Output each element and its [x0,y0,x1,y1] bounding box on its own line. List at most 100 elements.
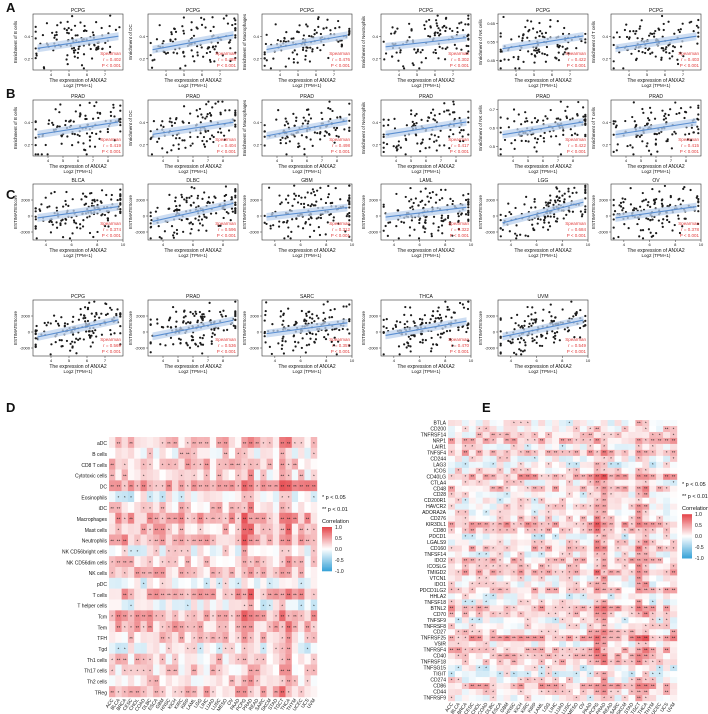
significance-mark: * [269,527,271,532]
data-point [201,197,204,200]
y-tick-label: -2000 [135,346,146,351]
data-point [34,210,37,213]
data-point [91,31,95,34]
data-point [301,122,305,125]
significance-mark: * [218,517,220,522]
data-point [662,49,665,52]
heatmap-cell [184,577,192,589]
data-point [79,21,82,24]
data-point [234,123,237,126]
data-point [665,215,668,218]
data-point [452,100,455,103]
significance-mark: * [162,484,164,489]
data-point [499,131,502,134]
heatmap-cell [572,431,581,439]
data-point [382,124,385,127]
x-tick-label: 7 [207,358,210,363]
data-point [295,119,298,122]
significance-mark: * [149,668,151,673]
data-point [433,114,436,117]
data-point [428,18,431,22]
significance-mark: * [136,484,138,489]
data-point [93,200,96,203]
data-point [324,337,328,341]
data-point [92,331,95,335]
data-point [507,58,510,61]
heatmap-cell [235,675,242,687]
significance-mark: ** [262,517,266,522]
data-point [348,206,351,209]
heatmap-cell [165,534,173,546]
data-point [673,32,676,35]
significance-mark: ** [180,592,184,597]
heatmap-cell [253,686,261,698]
data-point [313,131,316,134]
data-point [76,51,80,54]
heatmap-cell [209,469,217,481]
significance-mark: * [313,657,315,662]
data-point [661,109,664,112]
data-point [290,37,293,40]
data-point [59,21,62,24]
heatmap-cell [222,469,229,481]
significance-mark: ** [505,432,509,437]
stat-rho: r = 0.402 [103,57,121,62]
data-point [100,189,104,192]
y-axis-label: ESTIMATEScore [13,195,18,229]
data-point [93,104,96,108]
significance-mark: * [250,636,252,641]
data-point [194,310,197,313]
data-point [51,31,54,34]
heatmap-cell [291,567,299,579]
data-point [75,352,78,355]
significance-mark: ** [117,625,121,630]
data-point [59,103,62,106]
data-point [234,313,237,317]
y-tick-label: 0.4 [602,34,608,39]
heatmap-cell [291,523,299,535]
data-point [499,116,502,119]
data-point [421,321,424,324]
y-tick-label: 0.2 [139,56,145,61]
data-point [462,194,465,197]
data-point [99,200,102,203]
data-point [119,202,122,205]
data-point [467,50,470,53]
data-point [74,110,77,113]
data-point [226,22,230,25]
y-axis-label: ESTIMATEScore [13,311,18,345]
data-point [282,335,285,338]
significance-mark: ** [255,560,259,565]
data-point [340,43,343,46]
data-point [440,219,443,222]
data-point [567,52,570,55]
data-point [650,153,653,156]
data-point [302,34,305,37]
data-point [436,31,439,34]
significance-mark: ** [287,441,291,446]
heatmap-cell [266,556,274,568]
data-point [523,203,526,206]
significance-mark: * [256,679,258,684]
data-point [648,106,652,109]
heatmap-cell [153,447,160,459]
data-point [348,319,351,323]
heatmap-cell [565,443,574,451]
significance-mark: ** [281,614,285,619]
data-point [499,213,502,216]
data-point [568,195,571,198]
significance-mark: ** [173,538,177,543]
x-tick-label: 8 [444,242,447,247]
heatmap-cell [304,458,311,470]
significance-mark: ** [180,452,184,457]
data-point [435,193,438,196]
data-point [666,218,669,222]
data-point [461,303,464,306]
data-point [409,345,412,348]
stat-pval: P < 0.001 [567,149,587,154]
data-point [207,46,210,49]
data-point [291,204,294,207]
data-point [562,53,565,56]
significance-mark: ** [281,571,285,576]
